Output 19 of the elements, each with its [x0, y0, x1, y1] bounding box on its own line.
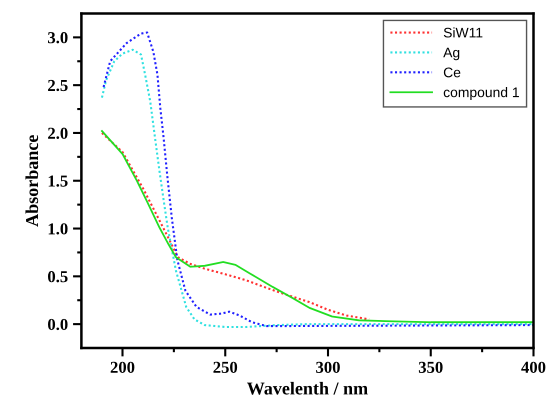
- y-tick-label: 3.0: [48, 32, 68, 44]
- y-axis-title: Absorbance: [25, 135, 38, 227]
- y-tick-label: 0.5: [48, 271, 68, 282]
- y-tick-label: 2.5: [48, 80, 68, 92]
- legend-label: SiW11: [444, 27, 482, 38]
- line-series: [101, 130, 534, 324]
- text: 0.0: [48, 318, 68, 330]
- x-tick-label: 200: [110, 362, 134, 373]
- y-tick-label: 2.0: [48, 128, 68, 139]
- legend-label: Ce: [444, 68, 460, 78]
- legend-label: compound 1: [444, 87, 519, 100]
- x-tick-label: 400: [521, 362, 546, 373]
- x-tick-label: 250: [213, 362, 238, 373]
- legend-label: Ag: [443, 48, 460, 60]
- x-axis-title: Wavelenth / nm: [247, 382, 368, 395]
- x-tick-label: 300: [316, 362, 340, 373]
- y-tick-label: 1.5: [48, 176, 68, 187]
- x-tick-label: 350: [418, 362, 443, 373]
- y-tick-label: 1.0: [48, 223, 68, 235]
